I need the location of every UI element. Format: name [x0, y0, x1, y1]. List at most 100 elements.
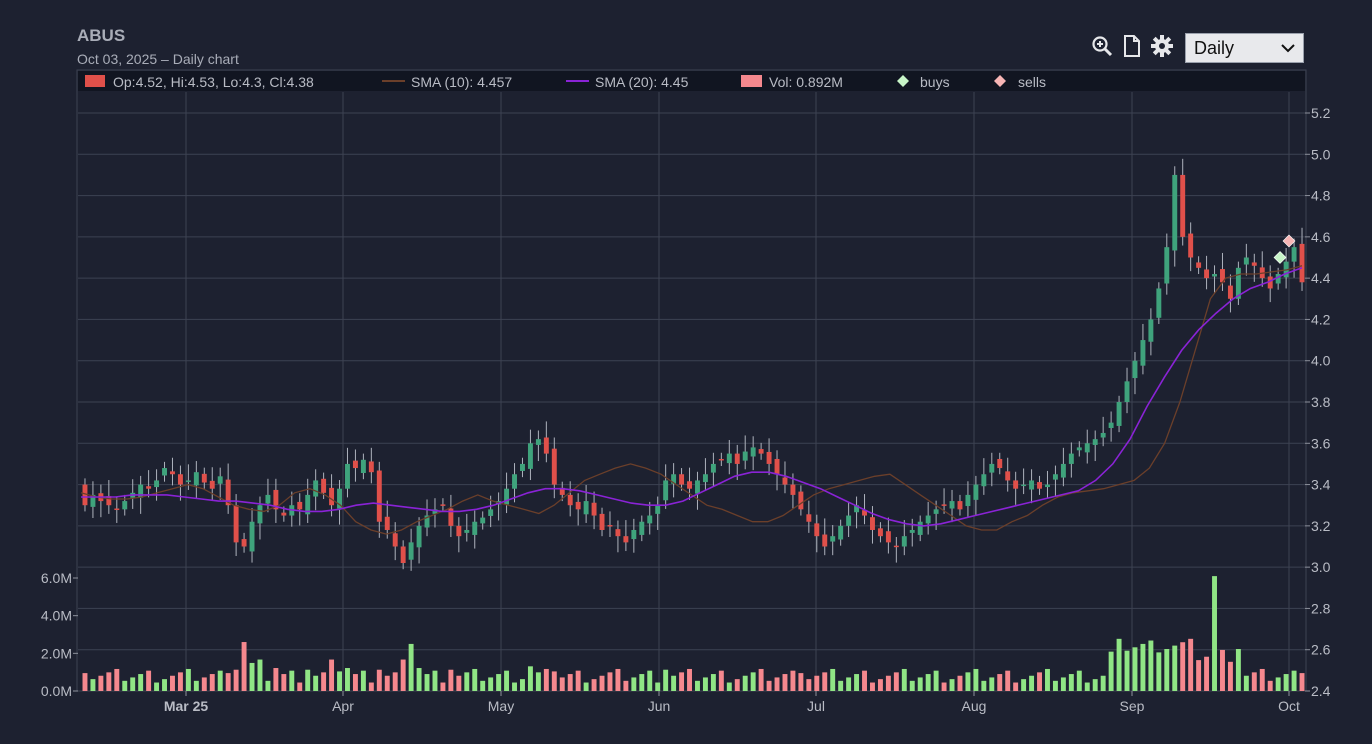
volume-bar	[1299, 673, 1305, 691]
volume-bar	[480, 680, 486, 691]
candle-body	[1076, 447, 1082, 451]
legend-buys: buys	[920, 74, 950, 90]
candle-body	[766, 451, 772, 464]
candle-body	[567, 494, 573, 506]
volume-bar	[591, 679, 597, 691]
volume-bar	[130, 677, 136, 691]
candle-body	[352, 460, 358, 469]
candle-body	[655, 505, 661, 514]
candle-body	[1068, 453, 1074, 464]
candle-body	[329, 487, 335, 506]
volume-bar	[154, 682, 160, 691]
volume-tick-label: 2.0M	[41, 645, 72, 661]
candle-body	[313, 480, 319, 497]
price-tick-label: 4.0	[1311, 353, 1331, 369]
candle-body	[122, 501, 128, 510]
candle-body	[448, 508, 454, 526]
candle-body	[734, 453, 740, 464]
candle-body	[1172, 174, 1178, 251]
volume-bar	[201, 677, 207, 691]
period-select[interactable]: Daily	[1185, 33, 1304, 63]
document-icon[interactable]	[1120, 34, 1144, 58]
x-tick-label: May	[488, 698, 514, 714]
chevron-down-icon	[1281, 44, 1295, 53]
candle-body	[440, 504, 446, 506]
candle-body	[1235, 267, 1241, 299]
zoom-in-icon[interactable]	[1090, 34, 1114, 58]
candle-body	[114, 508, 120, 511]
volume-bar	[345, 668, 350, 691]
volume-bar	[1196, 660, 1202, 691]
volume-bars	[82, 576, 1305, 691]
volume-bar	[1259, 668, 1265, 691]
volume-bar	[559, 677, 565, 691]
volume-bar	[1084, 682, 1090, 691]
plot-area	[76, 69, 1307, 692]
symbol-title: ABUS	[77, 26, 126, 45]
candle-body	[838, 525, 844, 540]
legend-ohlc: Op:4.52, Hi:4.53, Lo:4.3, Cl:4.38	[113, 74, 314, 90]
trade-markers	[1273, 234, 1296, 264]
candle-body	[535, 439, 541, 445]
candle-body	[512, 474, 517, 489]
price-tick-label: 3.6	[1311, 435, 1331, 451]
candle-body	[106, 496, 112, 506]
candle-body	[1164, 247, 1170, 284]
volume-bar	[1251, 672, 1257, 691]
volume-bar	[1068, 674, 1074, 691]
grid	[78, 92, 1305, 692]
price-tick-label: 5.2	[1311, 105, 1331, 121]
price-tick-label: 4.4	[1311, 270, 1331, 286]
price-tick-label: 3.8	[1311, 394, 1331, 410]
volume-tick-label: 0.0M	[41, 683, 72, 699]
price-tick-label: 5.0	[1311, 146, 1331, 162]
sma10-line	[80, 265, 1303, 535]
candle-body	[1029, 480, 1035, 490]
gear-icon[interactable]	[1150, 34, 1174, 58]
volume-bar	[241, 642, 247, 691]
volume-bar	[360, 670, 366, 691]
candle-body	[1084, 443, 1090, 453]
volume-bar	[663, 669, 669, 691]
volume-bar	[512, 682, 517, 691]
sell-marker	[1282, 234, 1296, 248]
volume-bar	[1116, 638, 1122, 691]
candle-body	[965, 494, 971, 507]
candle-body	[1005, 471, 1011, 481]
candle-body	[162, 468, 167, 476]
price-tick-label: 4.8	[1311, 188, 1331, 204]
volume-bar	[1140, 643, 1146, 691]
candle-body	[933, 509, 939, 514]
candle-body	[1220, 269, 1225, 283]
volume-bar	[655, 682, 661, 691]
price-tick-label: 4.2	[1311, 311, 1331, 327]
candle-body	[862, 510, 867, 516]
volume-bar	[838, 680, 844, 691]
candle-body	[1100, 432, 1106, 438]
volume-bar	[647, 670, 653, 691]
volume-bar	[710, 674, 716, 691]
volume-bar	[424, 674, 430, 691]
candle-body	[400, 546, 406, 564]
volume-bar	[695, 680, 700, 691]
volume-bar	[273, 668, 279, 691]
candle-body	[273, 489, 279, 510]
candle-body	[870, 517, 875, 530]
candle-body	[241, 539, 247, 547]
volume-bar	[671, 675, 677, 691]
candle-body	[631, 529, 637, 540]
candle-body	[1021, 484, 1027, 487]
volume-bar	[1235, 649, 1241, 691]
volume-bar	[472, 668, 478, 691]
candle-body	[154, 480, 160, 488]
candle-body	[917, 521, 923, 535]
volume-bar	[639, 674, 645, 691]
price-tick-label: 3.2	[1311, 518, 1331, 534]
candle-body	[822, 534, 828, 547]
volume-bar	[352, 674, 358, 691]
volume-bar	[368, 682, 374, 691]
candle-body	[583, 501, 589, 515]
volume-bar	[233, 669, 239, 691]
candle-body	[480, 517, 486, 524]
